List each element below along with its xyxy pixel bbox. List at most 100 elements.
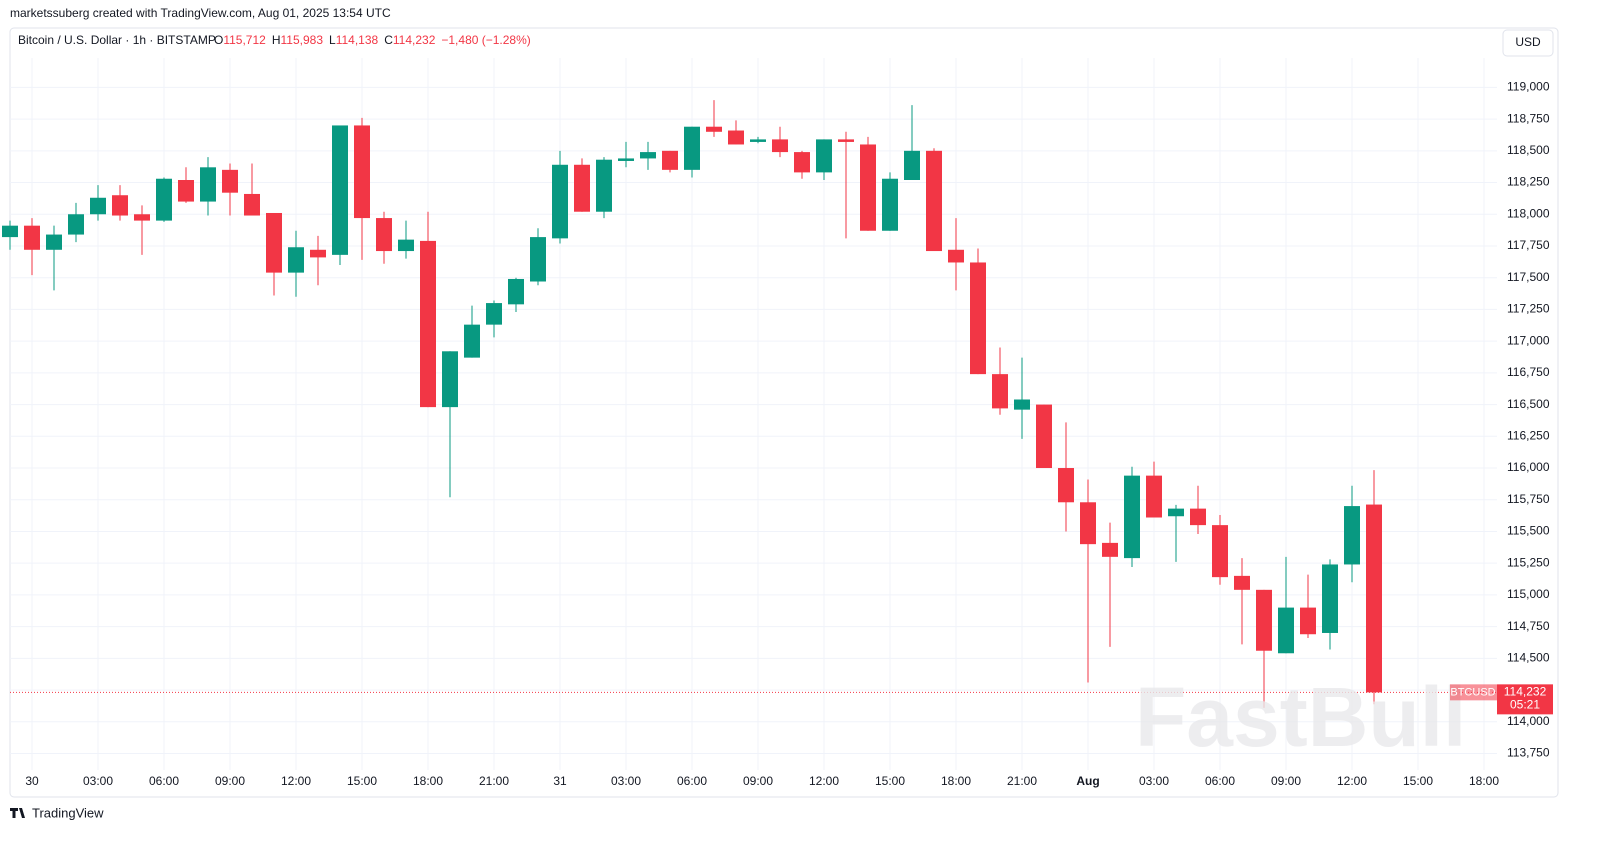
- candle-body: [1322, 564, 1338, 633]
- x-tick-label: 03:00: [611, 774, 641, 788]
- x-tick-label: 21:00: [479, 774, 509, 788]
- candle-body: [684, 126, 700, 170]
- candle-body: [552, 164, 568, 239]
- candle-body: [530, 237, 546, 282]
- currency-button[interactable]: [1502, 29, 1554, 57]
- candle-body: [1300, 607, 1316, 635]
- x-tick-label: 30: [25, 774, 39, 788]
- candle-body: [1036, 404, 1052, 469]
- x-tick-label: 03:00: [1139, 774, 1169, 788]
- x-tick-label: 09:00: [743, 774, 773, 788]
- candle-body: [134, 214, 150, 221]
- brand-logo: [10, 808, 25, 818]
- candle-body: [640, 152, 656, 159]
- countdown-label: 05:21: [1510, 698, 1540, 712]
- x-tick-label: 12:00: [281, 774, 311, 788]
- y-tick-label: 116,250: [1507, 428, 1550, 442]
- candle-body: [904, 150, 920, 180]
- candle-body: [2, 225, 18, 238]
- candle-body: [1190, 508, 1206, 526]
- candle-body: [662, 150, 678, 170]
- candle-body: [398, 239, 414, 252]
- candle-body: [332, 125, 348, 255]
- x-tick-label: 18:00: [941, 774, 971, 788]
- candle-body: [222, 169, 238, 193]
- candle-body: [618, 158, 634, 161]
- candle-body: [442, 351, 458, 408]
- x-tick-label: 06:00: [1205, 774, 1235, 788]
- candle-body: [288, 247, 304, 273]
- ohlc-legend: O115,712 H115,983 L114,138 C114,232 −1,480 (…: [214, 33, 531, 47]
- x-tick-label: 03:00: [83, 774, 113, 788]
- candle-body: [1168, 508, 1184, 517]
- candle-body: [1102, 542, 1118, 557]
- candle-body: [1212, 525, 1228, 578]
- candle-body: [992, 374, 1008, 409]
- candle-body: [1080, 502, 1096, 545]
- candle-body: [706, 126, 722, 132]
- candle-body: [244, 193, 260, 216]
- candle-body: [750, 139, 766, 142]
- symbol-tag-label: BTCUSD: [1450, 686, 1495, 698]
- y-tick-label: 118,000: [1507, 206, 1550, 220]
- candle-body: [310, 249, 326, 258]
- candle-body: [1344, 506, 1360, 565]
- x-tick-label: 21:00: [1007, 774, 1037, 788]
- y-tick-label: 118,500: [1507, 143, 1550, 157]
- y-tick-label: 118,250: [1507, 175, 1550, 189]
- ohlc-key: C: [384, 33, 393, 47]
- y-tick-label: 117,250: [1507, 302, 1550, 316]
- candle-body: [354, 125, 370, 219]
- price-tag: [1497, 684, 1553, 715]
- currency-label[interactable]: USD: [1515, 35, 1541, 49]
- candle-body: [266, 212, 282, 273]
- symbol-title: Bitcoin / U.S. Dollar · 1h · BITSTAMP: [18, 33, 216, 47]
- x-tick-label: 12:00: [1337, 774, 1367, 788]
- y-tick-label: 117,750: [1507, 238, 1550, 252]
- candle-body: [970, 262, 986, 375]
- ohlc-key: H: [272, 33, 281, 47]
- candle-body: [464, 324, 480, 358]
- candle-body: [156, 178, 172, 221]
- symbol-tag: [1450, 684, 1497, 701]
- y-tick-label: 117,500: [1507, 270, 1550, 284]
- candle-body: [420, 240, 436, 408]
- candle-body: [68, 214, 84, 235]
- y-tick-label: 119,000: [1507, 80, 1550, 94]
- candle-body: [1256, 589, 1272, 651]
- candle-body: [882, 178, 898, 231]
- candle-body: [1366, 504, 1382, 693]
- candle-body: [1124, 475, 1140, 559]
- ohlc-key: L: [329, 33, 336, 47]
- x-tick-label: 06:00: [149, 774, 179, 788]
- candle-body: [860, 144, 876, 231]
- y-tick-label: 116,000: [1507, 460, 1550, 474]
- candle-body: [574, 164, 590, 212]
- y-tick-label: 114,500: [1507, 651, 1550, 665]
- y-tick-label: 115,750: [1507, 492, 1550, 506]
- candle-body: [728, 130, 744, 145]
- x-tick-label: Aug: [1076, 774, 1099, 788]
- ohlc-value: 115,712: [223, 33, 266, 47]
- x-tick-label: 18:00: [413, 774, 443, 788]
- candle-body: [1058, 468, 1074, 503]
- candle-body: [1014, 399, 1030, 410]
- credit: marketssuberg created with TradingView.c…: [10, 6, 391, 20]
- candle-body: [948, 249, 964, 263]
- ohlc-value: 114,232: [393, 33, 436, 47]
- x-tick-label: 09:00: [215, 774, 245, 788]
- candle-body: [1234, 575, 1250, 590]
- y-tick-label: 114,750: [1507, 619, 1550, 633]
- watermark: FastBull: [1135, 670, 1466, 764]
- candle-body: [816, 139, 832, 173]
- candle-body: [1278, 607, 1294, 654]
- y-tick-label: 113,750: [1507, 746, 1550, 760]
- candle-body: [24, 225, 40, 250]
- candle-body: [508, 278, 524, 305]
- candle-body: [838, 139, 854, 142]
- y-tick-label: 116,750: [1507, 365, 1550, 379]
- candle-body: [112, 195, 128, 216]
- x-tick-label: 12:00: [809, 774, 839, 788]
